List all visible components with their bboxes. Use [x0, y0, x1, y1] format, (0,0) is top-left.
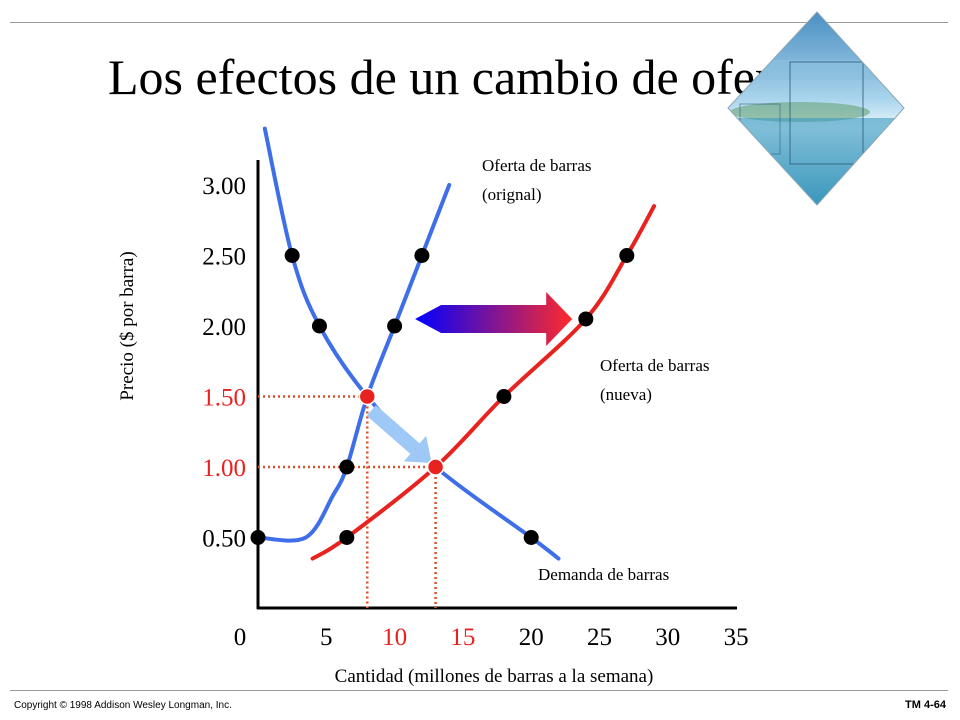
equilibrium-point-1 — [358, 387, 377, 406]
x-tick-35: 35 — [724, 624, 749, 651]
supply-new-label-line1: Oferta de barras — [600, 356, 710, 375]
data-points — [250, 248, 635, 545]
x-tick-30: 30 — [655, 624, 680, 651]
y-tick-3-00: 3.00 — [202, 173, 246, 200]
y-axis-label: Precio ($ por barra) — [117, 251, 138, 400]
demand-point-4 — [523, 530, 539, 545]
guide-lines — [258, 395, 437, 608]
supply-new-point-4 — [619, 248, 635, 263]
chart-curves — [256, 126, 657, 561]
bottom-rule — [10, 690, 948, 691]
supply-original-point-4 — [414, 248, 430, 263]
supply-original-point-2 — [339, 459, 355, 475]
slide-title: Los efectos de un cambio de oferta — [108, 49, 808, 105]
supply-original-point-1 — [250, 530, 266, 545]
x-tick-10: 10 — [382, 624, 407, 651]
supply-new-point-1 — [339, 530, 355, 545]
y-tick-2-50: 2.50 — [202, 244, 246, 271]
demand-point-1 — [284, 248, 300, 263]
movement-arrow-shaft — [366, 405, 420, 454]
chart-arrows — [366, 291, 573, 463]
slide-id: TM 4-64 — [905, 699, 946, 711]
supply-new-point-2 — [496, 389, 512, 404]
x-tick-20: 20 — [519, 624, 544, 651]
copyright-text: Copyright © 1998 Addison Wesley Longman,… — [14, 700, 232, 711]
x-tick-15: 15 — [450, 624, 475, 651]
x-tick-5: 5 — [320, 624, 333, 651]
beach-photo-diamond-icon — [727, 11, 905, 206]
y-tick-1-00: 1.00 — [202, 455, 246, 482]
x-tick-0: 0 — [234, 624, 247, 651]
demand-point-2 — [311, 318, 327, 334]
chart-axes — [256, 160, 737, 610]
supply-new-point-3 — [578, 311, 594, 327]
supply-original-label-line1: Oferta de barras — [482, 156, 592, 175]
supply-new-label-line2: (nueva) — [600, 385, 652, 404]
y-tick-0-50: 0.50 — [202, 526, 246, 553]
equilibrium-point-2 — [426, 458, 445, 476]
x-tick-25: 25 — [587, 624, 612, 651]
y-tick-2-00: 2.00 — [202, 314, 246, 341]
y-tick-1-50: 1.50 — [202, 385, 246, 412]
demand-label: Demanda de barras — [538, 565, 669, 584]
y-tick-labels: 3.00 2.50 2.00 1.50 1.00 0.50 — [202, 173, 246, 553]
supply-original-label-line2: (orignal) — [482, 185, 541, 204]
top-rule — [10, 22, 948, 23]
supply-shift-arrow — [415, 291, 573, 346]
supply-original-point-3 — [387, 318, 403, 334]
x-axis-label: Cantidad (millones de barras a la semana… — [335, 666, 654, 687]
x-tick-labels: 0 5 10 15 20 25 30 35 — [234, 624, 749, 651]
movement-arrow-head — [403, 435, 432, 463]
